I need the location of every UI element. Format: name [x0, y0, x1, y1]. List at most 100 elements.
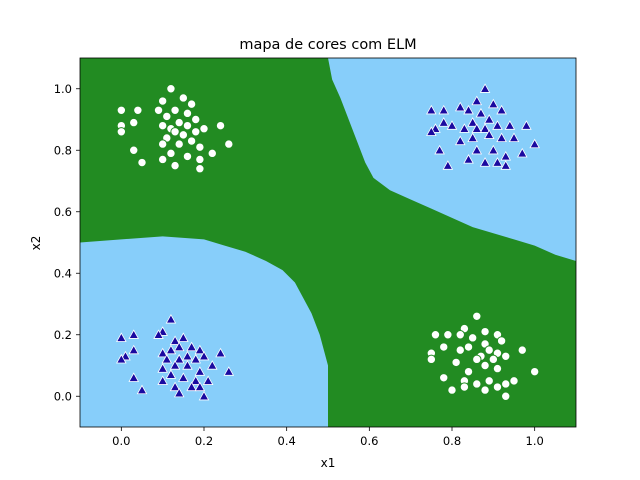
data-point-triangle: [190, 375, 202, 385]
data-point-triangle: [508, 132, 520, 143]
data-point-circle: [480, 326, 490, 337]
data-point-circle: [186, 136, 197, 146]
data-point-triangle: [467, 132, 478, 143]
data-point-circle: [492, 382, 503, 392]
data-point-triangle: [496, 104, 507, 115]
data-point-triangle: [116, 353, 127, 364]
y-tick-label: 0.6: [54, 205, 72, 219]
data-point-circle: [207, 148, 217, 159]
data-point-triangle: [529, 138, 540, 149]
data-point-triangle: [488, 98, 499, 109]
data-point-circle: [195, 154, 205, 165]
data-point-triangle: [128, 372, 140, 382]
data-point-triangle: [165, 344, 177, 355]
data-point-triangle: [496, 132, 507, 143]
data-point-circle: [166, 84, 176, 94]
data-point-circle: [439, 373, 449, 383]
data-point-circle: [463, 342, 474, 352]
data-point-triangle: [198, 390, 210, 401]
data-point-triangle: [194, 381, 206, 392]
data-point-circle: [443, 330, 453, 340]
x-axis-label: x1: [321, 456, 336, 470]
data-point-triangle: [186, 381, 197, 392]
data-point-triangle: [186, 341, 197, 352]
data-point-triangle: [463, 154, 474, 164]
data-point-circle: [170, 105, 180, 115]
region-class-1-bottom-left: [80, 236, 328, 427]
data-point-circle: [426, 354, 437, 365]
y-axis-ticks: 0.0 0.2 0.4 0.6 0.8 1.0: [54, 82, 80, 403]
data-point-circle: [480, 360, 490, 371]
data-point-circle: [484, 376, 494, 386]
data-point-triangle: [169, 381, 181, 392]
data-point-circle: [186, 99, 197, 109]
data-point-triangle: [463, 104, 474, 115]
data-point-triangle: [202, 375, 214, 385]
data-point-circle: [455, 330, 465, 340]
data-point-triangle: [165, 369, 177, 379]
data-point-circle: [455, 345, 465, 355]
data-point-circle: [174, 139, 184, 149]
data-point-triangle: [446, 120, 458, 130]
data-point-circle: [472, 354, 482, 365]
x-tick-label: 0.2: [195, 434, 213, 448]
data-point-triangle: [479, 123, 491, 133]
data-point-triangle: [165, 313, 177, 324]
data-point-circle: [224, 139, 234, 149]
data-point-circle: [496, 336, 507, 346]
data-point-triangle: [182, 360, 193, 370]
data-point-circle: [517, 345, 527, 355]
data-point-circle: [157, 154, 168, 165]
data-point-circle: [501, 379, 511, 389]
data-point-circle: [166, 148, 176, 159]
data-point-circle: [451, 357, 461, 368]
data-point-circle: [195, 164, 205, 174]
data-point-circle: [178, 130, 189, 140]
data-point-circle: [191, 114, 201, 125]
data-point-circle: [529, 366, 540, 377]
data-point-circle: [182, 151, 193, 162]
data-point-circle: [447, 385, 457, 395]
data-point-circle: [472, 311, 482, 321]
data-point-circle: [509, 376, 519, 386]
data-point-triangle: [426, 126, 437, 136]
data-point-triangle: [153, 329, 164, 339]
data-point-circle: [133, 105, 143, 115]
data-point-triangle: [173, 387, 185, 398]
y-tick-label: 1.0: [54, 82, 72, 96]
data-point-triangle: [483, 129, 495, 139]
data-point-triangle: [136, 384, 148, 395]
data-point-triangle: [459, 123, 470, 133]
data-point-circle: [162, 111, 172, 122]
y-tick-label: 0.4: [54, 266, 72, 280]
data-point-triangle: [454, 101, 466, 112]
region-class-1-top-right: [328, 58, 576, 261]
scatter-points: [116, 83, 540, 401]
chart-title: mapa de cores com ELM: [239, 37, 416, 53]
data-point-triangle: [492, 157, 503, 167]
data-point-circle: [174, 117, 184, 128]
data-point-triangle: [178, 332, 189, 342]
data-point-triangle: [426, 104, 437, 115]
data-point-triangle: [190, 353, 202, 364]
data-point-triangle: [157, 347, 168, 358]
data-point-circle: [488, 354, 499, 365]
data-point-circle: [472, 379, 482, 389]
plot-frame: [79, 57, 577, 428]
data-point-triangle: [194, 344, 206, 355]
data-point-triangle: [223, 366, 235, 376]
data-point-triangle: [483, 114, 495, 124]
data-point-triangle: [492, 120, 503, 130]
x-tick-label: 0.8: [443, 434, 461, 448]
data-point-circle: [157, 96, 168, 106]
data-point-circle: [501, 351, 511, 361]
x-tick-label: 1.0: [526, 434, 544, 448]
data-point-triangle: [442, 160, 454, 170]
data-point-triangle: [161, 353, 173, 364]
data-point-circle: [182, 120, 193, 131]
x-axis-ticks: 0.0 0.2 0.4 0.6 0.8 1.0: [112, 427, 544, 448]
data-point-circle: [129, 117, 139, 128]
data-point-circle: [116, 105, 127, 115]
y-tick-label: 0.2: [54, 328, 72, 342]
